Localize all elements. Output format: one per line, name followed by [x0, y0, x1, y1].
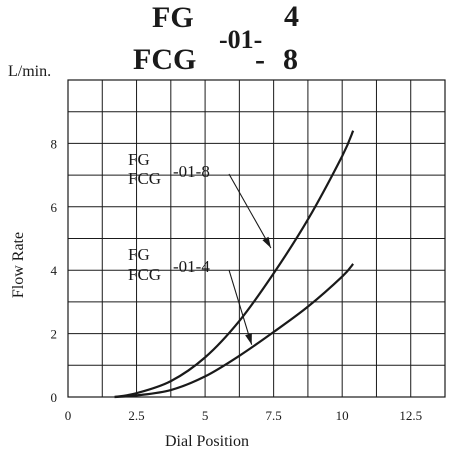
x-tick-label: 0	[65, 408, 72, 423]
leader-arrowhead	[262, 236, 271, 249]
y-tick-label: 8	[51, 136, 58, 151]
y-axis-label: Flow Rate	[10, 232, 27, 298]
y-unit-label: L/min.	[8, 63, 51, 80]
title-line1-right: 4	[284, 0, 299, 33]
series-label-line1: FG	[128, 150, 150, 169]
series-label-line2: FCG	[128, 265, 161, 284]
x-tick-label: 10	[336, 408, 349, 423]
leader-line	[228, 269, 253, 345]
grid-lines	[68, 80, 445, 397]
title-middle: -01-	[219, 25, 262, 54]
title-line1-left: FG	[152, 1, 194, 34]
title-line2-left: FCG	[133, 43, 196, 76]
y-tick-label: 6	[51, 200, 58, 215]
series-label-suffix: -01-8	[173, 162, 210, 181]
data-series	[114, 130, 355, 399]
plot-frame	[67, 79, 446, 398]
series-label-line1: FG	[128, 245, 150, 264]
x-tick-label: 12.5	[399, 408, 422, 423]
series-label-suffix: -01-4	[173, 257, 210, 276]
leader-arrowhead	[245, 333, 252, 345]
x-tick-label: 2.5	[128, 408, 144, 423]
title-line2-middle: -	[255, 43, 265, 76]
tick-labels: 0 2.5 5 7.5 10 12.5 0 2 4 6 8	[51, 136, 423, 423]
leader-line	[228, 173, 272, 249]
series-line-2	[114, 263, 355, 399]
x-tick-label: 5	[202, 408, 209, 423]
x-tick-label: 7.5	[266, 408, 282, 423]
x-axis-label: Dial Position	[165, 433, 249, 450]
title-line2-right: 8	[283, 43, 298, 76]
y-tick-label: 2	[51, 327, 58, 342]
y-tick-label: 4	[51, 263, 58, 278]
series-label-line2: FCG	[128, 169, 161, 188]
series-line-1	[114, 130, 355, 399]
y-tick-label: 0	[51, 390, 58, 405]
